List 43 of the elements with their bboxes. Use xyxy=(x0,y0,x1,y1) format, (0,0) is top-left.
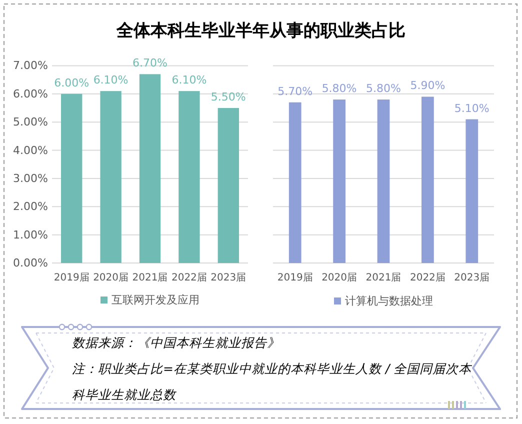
x-tick-label: 2022届 xyxy=(410,272,446,284)
bar xyxy=(288,102,302,263)
x-tick-label: 2019届 xyxy=(54,272,90,284)
x-tick-label: 2021届 xyxy=(132,272,168,284)
y-tick-label: 2.00% xyxy=(13,200,48,214)
data-label: 6.10% xyxy=(93,74,128,87)
bar xyxy=(218,108,239,263)
y-tick-label: 6.00% xyxy=(13,87,48,100)
bar xyxy=(333,100,346,263)
bar xyxy=(100,91,122,263)
legend: 互联网开发及应用 xyxy=(100,294,200,306)
data-label: 5.80% xyxy=(366,82,401,96)
x-tick-label: 2023届 xyxy=(210,272,246,284)
y-tick-label: 3.00% xyxy=(13,172,48,185)
x-tick-label: 2022届 xyxy=(171,272,207,284)
data-label: 5.90% xyxy=(410,79,446,92)
text: 注：职业类占比=在某类职业中就业的本科毕业生人数 / 全国同届次本科毕业生就业总数 xyxy=(72,360,472,404)
data-label: 5.50% xyxy=(210,90,246,104)
x-tick-label: 2021届 xyxy=(366,272,402,284)
bar xyxy=(422,96,434,263)
y-tick-label: 0.00% xyxy=(13,256,48,270)
data-label: 6.70% xyxy=(132,56,168,70)
y-tick-label: 7.00% xyxy=(13,59,48,72)
source-note: 数据来源：《中国本科生就业报告》 xyxy=(72,334,281,352)
y-tick-label: 1.00% xyxy=(13,228,48,242)
data-label: 5.80% xyxy=(322,82,357,96)
data-label: 5.10% xyxy=(454,102,490,115)
x-tick-label: 2020届 xyxy=(93,272,129,284)
bar xyxy=(377,100,390,263)
x-tick-label: 2023届 xyxy=(454,272,490,284)
y-tick-label: 4.00% xyxy=(13,144,48,157)
data-label: 6.00% xyxy=(54,76,90,90)
data-label: 6.10% xyxy=(172,74,207,87)
bar xyxy=(61,94,82,263)
bar xyxy=(139,74,161,263)
x-tick-label: 2019届 xyxy=(277,272,313,284)
y-tick-label: 5.00% xyxy=(13,116,48,129)
chart-title: 全体本科生毕业半年从事的职业类占比 xyxy=(116,21,406,41)
x-tick-label: 2020届 xyxy=(322,272,358,284)
bar xyxy=(178,91,200,263)
legend: 计算机与数据处理 xyxy=(334,294,433,308)
data-label: 5.70% xyxy=(278,84,313,98)
bar xyxy=(466,119,478,263)
